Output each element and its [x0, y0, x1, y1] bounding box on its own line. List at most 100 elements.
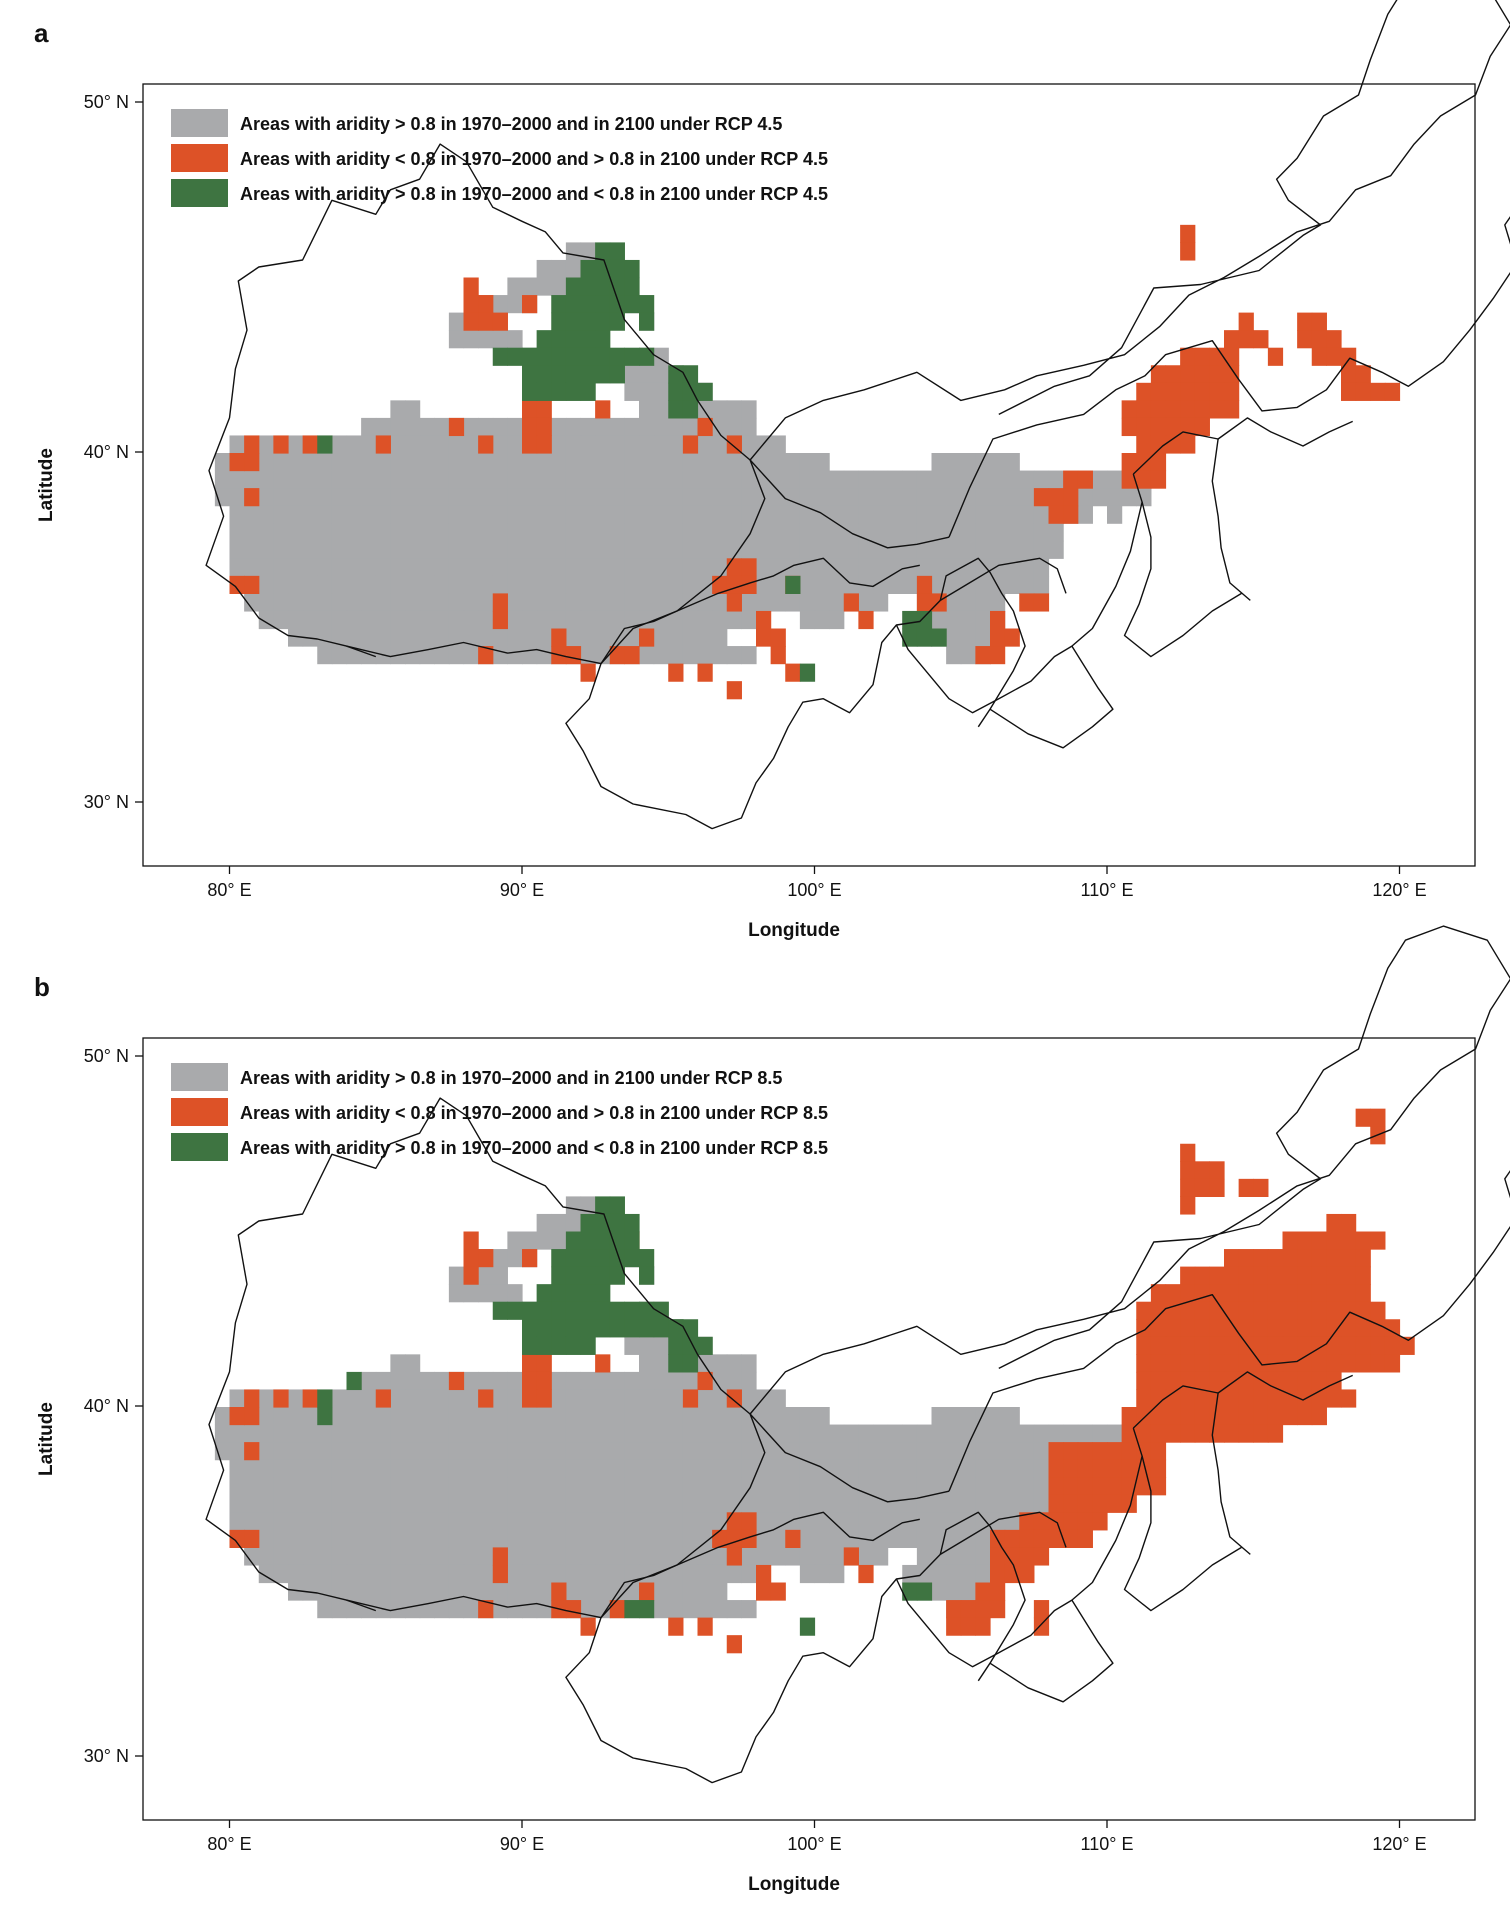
cell-orange	[1326, 1336, 1342, 1355]
cell-gray	[448, 312, 465, 331]
cell-gray	[653, 593, 669, 612]
cell-gray	[990, 1477, 1006, 1496]
cell-orange	[1370, 1301, 1386, 1320]
cell-gray	[522, 1477, 538, 1496]
cell-gray	[522, 347, 538, 366]
cell-orange	[244, 435, 260, 454]
cell-gray	[975, 610, 991, 630]
cell-gray	[492, 540, 508, 559]
cell-gray	[288, 1442, 304, 1461]
cell-gray	[346, 1582, 362, 1601]
cell-gray	[580, 523, 596, 542]
cell-gray	[858, 1477, 874, 1496]
cell-orange	[1311, 312, 1327, 331]
cell-orange	[756, 610, 772, 630]
cell-gray	[346, 1512, 362, 1531]
cell-orange	[741, 1512, 757, 1531]
legend-swatch-green	[171, 179, 228, 207]
cell-gray	[522, 295, 538, 314]
cell-gray	[712, 575, 728, 594]
cell-gray	[288, 453, 304, 472]
cell-orange	[1209, 1266, 1225, 1285]
cell-gray	[390, 628, 406, 647]
cell-orange	[1063, 1442, 1079, 1461]
cell-gray	[361, 505, 377, 524]
cell-orange	[975, 1582, 991, 1601]
cell-orange	[1399, 1336, 1415, 1355]
cell-gray	[785, 575, 801, 594]
cell-gray	[1107, 1459, 1123, 1478]
cell-green	[317, 435, 333, 454]
cell-gray	[668, 1494, 684, 1513]
cell-gray	[741, 575, 757, 594]
cell-gray	[595, 575, 611, 594]
cell-gray	[448, 1582, 465, 1601]
cell-gray	[390, 610, 406, 630]
cell-gray	[829, 558, 845, 577]
cell-green	[565, 295, 582, 314]
cell-orange	[463, 1249, 479, 1268]
cell-gray	[639, 628, 655, 647]
cell-gray	[419, 575, 435, 594]
cell-gray	[595, 435, 611, 454]
cell-gray	[448, 575, 465, 594]
cell-gray	[375, 453, 391, 472]
cell-gray	[244, 558, 260, 577]
cell-gray	[302, 628, 318, 647]
cell-gray	[375, 1424, 391, 1443]
legend-swatch-orange	[171, 1098, 228, 1126]
cell-gray	[1048, 523, 1064, 542]
cell-gray	[873, 1477, 889, 1496]
cell-gray	[653, 505, 669, 524]
cell-gray	[390, 1477, 406, 1496]
cell-gray	[639, 1600, 655, 1619]
cell-green	[697, 382, 713, 401]
cell-gray	[712, 1424, 728, 1443]
cell-orange	[1355, 1284, 1371, 1303]
cell-orange	[595, 400, 611, 419]
cell-orange	[1282, 1266, 1298, 1285]
cell-gray	[273, 1564, 289, 1584]
cell-gray	[522, 628, 538, 647]
cell-gray	[375, 1477, 391, 1496]
y-tick-label: 30° N	[84, 792, 129, 812]
cell-gray	[946, 470, 962, 489]
cell-gray	[741, 1494, 757, 1513]
legend-swatch-gray	[171, 1063, 228, 1091]
y-tick-label: 40° N	[84, 1396, 129, 1416]
cell-orange	[551, 1582, 567, 1601]
cell-gray	[258, 1494, 274, 1513]
cell-orange	[1297, 1389, 1313, 1408]
cell-gray	[843, 575, 859, 594]
cell-gray	[434, 417, 450, 437]
cell-gray	[565, 277, 582, 296]
cell-gray	[697, 382, 713, 401]
cell-gray	[624, 365, 640, 384]
cell-orange	[244, 1407, 260, 1426]
cell-gray	[536, 1231, 552, 1250]
cell-orange	[726, 1512, 742, 1531]
cell-gray	[653, 1371, 669, 1391]
cell-orange	[229, 1407, 245, 1426]
cell-gray	[770, 1459, 786, 1478]
cell-gray	[975, 1512, 991, 1531]
cell-gray	[551, 453, 567, 472]
cell-gray	[843, 1459, 859, 1478]
cell-gray	[682, 628, 699, 647]
cell-gray	[302, 523, 318, 542]
cell-gray	[770, 593, 786, 612]
cell-gray	[507, 540, 523, 559]
cell-gray	[639, 1459, 655, 1478]
cell-gray	[668, 1336, 684, 1355]
cell-gray	[829, 505, 845, 524]
cell-gray	[960, 1494, 976, 1513]
cell-gray	[1048, 540, 1064, 559]
cell-gray	[507, 295, 523, 314]
cell-gray	[536, 1301, 552, 1320]
cell-gray	[551, 488, 567, 507]
cell-gray	[1092, 488, 1108, 507]
cell-gray	[726, 1354, 742, 1373]
cell-gray	[1004, 523, 1020, 542]
cell-orange	[492, 610, 508, 630]
cell-gray	[551, 1213, 567, 1233]
